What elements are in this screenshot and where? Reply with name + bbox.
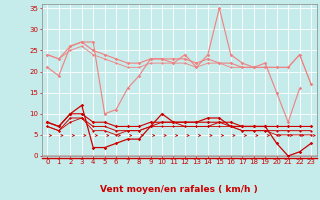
X-axis label: Vent moyen/en rafales ( km/h ): Vent moyen/en rafales ( km/h ) <box>100 185 258 194</box>
